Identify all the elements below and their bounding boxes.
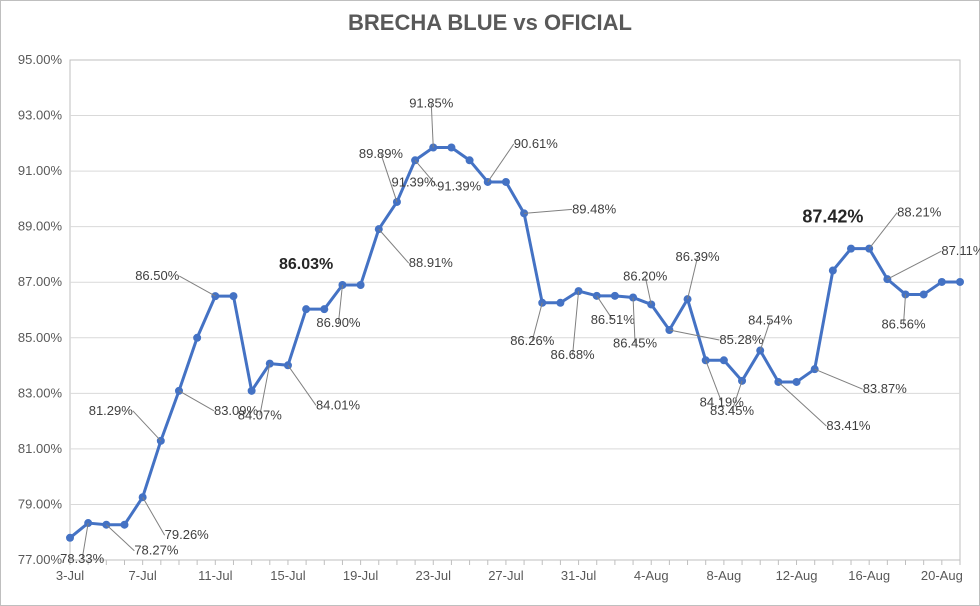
data-label: 78.27% (134, 543, 179, 558)
x-tick-label: 19-Jul (343, 568, 379, 583)
x-tick-label: 11-Jul (198, 568, 233, 583)
data-label: 91.85% (409, 96, 454, 111)
data-label: 86.45% (613, 336, 658, 351)
data-label: 90.61% (514, 136, 559, 151)
data-label: 86.03% (279, 256, 333, 273)
data-label: 86.26% (510, 333, 555, 348)
data-marker (248, 387, 256, 395)
data-label: 81.29% (89, 403, 134, 418)
data-label: 84.54% (748, 313, 793, 328)
data-label: 89.89% (359, 146, 404, 161)
x-tick-label: 20-Aug (921, 568, 963, 583)
data-marker (938, 278, 946, 286)
data-label: 78.33% (60, 551, 105, 566)
data-label: 84.07% (238, 408, 283, 423)
y-tick-label: 89.00% (18, 219, 63, 234)
data-label: 86.56% (881, 316, 926, 331)
data-label: 83.45% (710, 403, 755, 418)
x-tick-label: 15-Jul (270, 568, 306, 583)
x-tick-label: 3-Jul (56, 568, 84, 583)
y-tick-label: 87.00% (18, 274, 63, 289)
data-label: 91.39% (391, 174, 436, 189)
chart-title: BRECHA BLUE vs OFICIAL (348, 10, 632, 35)
x-tick-label: 12-Aug (776, 568, 818, 583)
y-tick-label: 79.00% (18, 496, 63, 511)
y-tick-label: 93.00% (18, 108, 63, 123)
line-chart: BRECHA BLUE vs OFICIAL 77.00% 79.00% 81.00%… (0, 0, 980, 606)
data-label: 86.39% (676, 249, 721, 264)
data-marker (611, 292, 619, 300)
data-label: 88.91% (409, 255, 454, 270)
data-label: 85.28% (719, 332, 764, 347)
data-label: 87.11% (941, 243, 980, 258)
data-label: 83.87% (863, 381, 908, 396)
data-marker (502, 178, 510, 186)
y-tick-label: 91.00% (18, 163, 63, 178)
y-tick-label: 83.00% (18, 385, 63, 400)
data-marker (847, 245, 855, 253)
data-label: 87.42% (802, 207, 863, 227)
data-label: 79.26% (165, 527, 210, 542)
y-tick-label: 81.00% (18, 441, 63, 456)
data-marker (66, 534, 74, 542)
data-marker (466, 156, 474, 164)
data-marker (320, 305, 328, 313)
x-tick-label: 31-Jul (561, 568, 597, 583)
x-tick-label: 8-Aug (707, 568, 742, 583)
data-label: 89.48% (572, 201, 617, 216)
x-tick-label: 4-Aug (634, 568, 669, 583)
data-label: 83.41% (826, 418, 871, 433)
data-marker (956, 278, 964, 286)
data-marker (447, 144, 455, 152)
y-tick-label: 95.00% (18, 52, 63, 67)
x-tick-label: 16-Aug (848, 568, 890, 583)
data-marker (357, 281, 365, 289)
chart-container: BRECHA BLUE vs OFICIAL 77.00% 79.00% 81.00%… (0, 0, 980, 606)
data-label: 88.21% (897, 205, 942, 220)
data-marker (920, 290, 928, 298)
data-marker (556, 299, 564, 307)
data-marker (720, 356, 728, 364)
data-label: 86.50% (135, 268, 180, 283)
data-marker (193, 334, 201, 342)
y-tick-label: 77.00% (18, 552, 63, 567)
y-tick-label: 85.00% (18, 330, 63, 345)
data-label: 84.01% (316, 397, 361, 412)
data-label: 91.39% (437, 178, 482, 193)
data-marker (793, 378, 801, 386)
data-label: 86.20% (623, 268, 668, 283)
data-marker (829, 267, 837, 275)
data-label: 86.90% (316, 315, 361, 330)
data-marker (120, 521, 128, 529)
data-label: 86.68% (551, 347, 596, 362)
data-label: 86.51% (591, 312, 636, 327)
data-marker (302, 305, 310, 313)
x-tick-label: 27-Jul (488, 568, 524, 583)
x-tick-label: 7-Jul (129, 568, 157, 583)
x-tick-label: 23-Jul (416, 568, 452, 583)
data-marker (229, 292, 237, 300)
